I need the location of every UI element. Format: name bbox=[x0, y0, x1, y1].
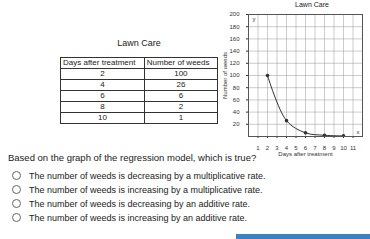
html-text:Lawn Care: Lawn Care bbox=[117, 38, 161, 48]
svg-text:x: x bbox=[357, 129, 360, 135]
html-text:4: 4 bbox=[100, 80, 105, 89]
svg-text:1: 1 bbox=[256, 145, 260, 151]
svg-text:60: 60 bbox=[233, 97, 240, 103]
svg-text:6: 6 bbox=[303, 144, 308, 151]
html-text:2: 2 bbox=[100, 69, 105, 78]
html-text:6: 6 bbox=[100, 91, 105, 100]
svg-text:9: 9 bbox=[332, 145, 336, 151]
svg-text:140: 140 bbox=[229, 48, 240, 54]
svg-text:y: y bbox=[253, 16, 256, 22]
svg-text:120: 120 bbox=[229, 60, 240, 66]
html-text:Based on the graph of the regr: Based on the graph of the regression mod… bbox=[8, 152, 257, 163]
svg-text:20: 20 bbox=[233, 121, 240, 127]
svg-text:8: 8 bbox=[322, 144, 327, 151]
html-text:Number of weeds: Number of weeds bbox=[146, 58, 210, 67]
html-text:100: 100 bbox=[174, 69, 188, 78]
svg-text:Days after treatment: Days after treatment bbox=[278, 151, 333, 157]
html-text:6: 6 bbox=[178, 91, 184, 100]
svg-text:Number of weeds: Number of weeds bbox=[222, 52, 228, 99]
svg-text:4: 4 bbox=[284, 144, 289, 151]
html-text:The number of weeds is decreas: The number of weeds is decreasing by a m… bbox=[29, 171, 266, 181]
svg-text:200: 200 bbox=[229, 11, 240, 17]
svg-text:180: 180 bbox=[229, 24, 240, 30]
html-text:8: 8 bbox=[100, 102, 105, 111]
svg-text:2: 2 bbox=[266, 145, 270, 151]
html-text:The number of weeds is increas: The number of weeds is increasing by an … bbox=[29, 213, 248, 223]
html-text:The number of weeds is decreas: The number of weeds is decreasing by an … bbox=[29, 199, 251, 209]
svg-text:160: 160 bbox=[229, 36, 240, 42]
svg-text:10: 10 bbox=[340, 145, 347, 151]
svg-text:100: 100 bbox=[229, 72, 240, 78]
svg-text:3: 3 bbox=[275, 144, 279, 151]
html-text:The number of weeds is increas: The number of weeds is increasing by a m… bbox=[29, 185, 263, 195]
svg-text:40: 40 bbox=[233, 109, 240, 115]
html-text:10: 10 bbox=[97, 113, 107, 122]
html-text:Lawn Care: Lawn Care bbox=[295, 1, 329, 8]
html-text:Days after treatment: Days after treatment bbox=[63, 58, 136, 67]
svg-text:11: 11 bbox=[350, 145, 357, 151]
html-text:26: 26 bbox=[176, 80, 186, 89]
html-text:1: 1 bbox=[178, 113, 184, 122]
html-text:2: 2 bbox=[178, 102, 184, 111]
svg-text:7: 7 bbox=[313, 144, 317, 151]
svg-text:80: 80 bbox=[233, 85, 240, 91]
svg-text:5: 5 bbox=[294, 144, 298, 151]
